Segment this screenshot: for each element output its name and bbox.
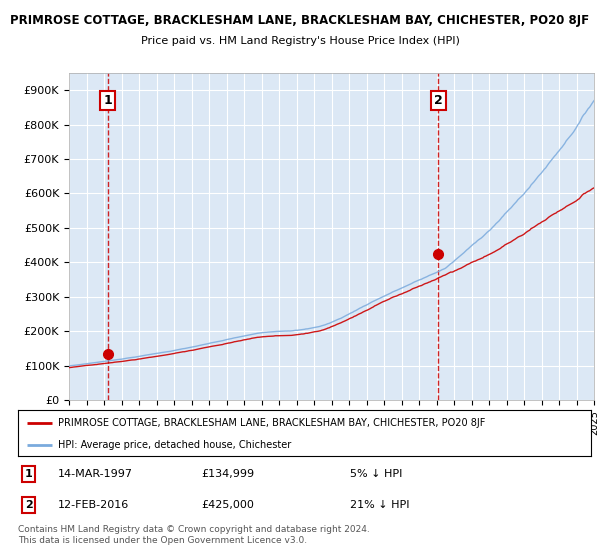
Text: Price paid vs. HM Land Registry's House Price Index (HPI): Price paid vs. HM Land Registry's House … [140,36,460,46]
Text: 1: 1 [103,94,112,107]
Text: 2: 2 [25,500,32,510]
Text: 1: 1 [25,469,32,479]
Text: 2: 2 [434,94,443,107]
Text: PRIMROSE COTTAGE, BRACKLESHAM LANE, BRACKLESHAM BAY, CHICHESTER, PO20 8JF: PRIMROSE COTTAGE, BRACKLESHAM LANE, BRAC… [58,418,485,428]
Text: 12-FEB-2016: 12-FEB-2016 [58,500,130,510]
Text: £134,999: £134,999 [202,469,254,479]
Text: £425,000: £425,000 [202,500,254,510]
Text: 5% ↓ HPI: 5% ↓ HPI [350,469,403,479]
Text: 21% ↓ HPI: 21% ↓ HPI [350,500,410,510]
Text: PRIMROSE COTTAGE, BRACKLESHAM LANE, BRACKLESHAM BAY, CHICHESTER, PO20 8JF: PRIMROSE COTTAGE, BRACKLESHAM LANE, BRAC… [10,14,590,27]
Text: Contains HM Land Registry data © Crown copyright and database right 2024.
This d: Contains HM Land Registry data © Crown c… [18,525,370,545]
Text: 14-MAR-1997: 14-MAR-1997 [58,469,133,479]
Text: HPI: Average price, detached house, Chichester: HPI: Average price, detached house, Chic… [58,440,292,450]
